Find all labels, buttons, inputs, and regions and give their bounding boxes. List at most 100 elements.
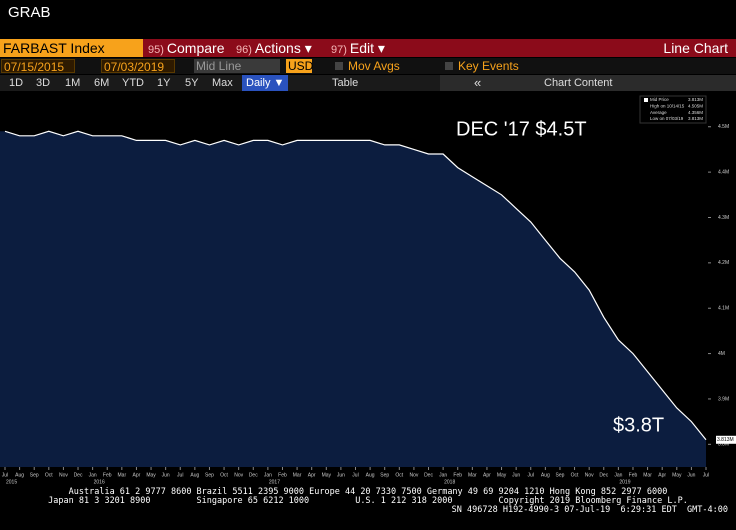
legend-value: 4.356M	[688, 110, 703, 115]
x-tick-label: Jun	[687, 472, 695, 478]
x-tick-label: Dec	[424, 472, 433, 478]
x-tick-label: Dec	[74, 472, 83, 478]
mov-avgs[interactable]: Mov Avgs	[348, 59, 400, 73]
legend-box	[639, 95, 707, 124]
x-tick-label: Jul	[2, 472, 8, 478]
annotation: DEC '17 $4.5T	[456, 118, 587, 140]
x-tick-label: May	[497, 472, 507, 478]
footer-line: Australia 61 2 9777 8600 Brazil 5511 239…	[68, 487, 668, 497]
frequency[interactable]: Daily ▼	[242, 75, 289, 91]
footer-line: Japan 81 3 3201 8900 Singapore 65 6212 1…	[48, 496, 688, 506]
y-tick-label: 3.9M	[718, 396, 729, 402]
range-button[interactable]: 1M	[65, 77, 81, 89]
x-tick-label: May	[672, 472, 682, 478]
chart: 3.8M 3.9M 4M 4.1M 4.2M 4.3M 4.4M 4.5M 3.813M Jul A…	[0, 95, 736, 484]
x-tick-label: Jun	[162, 472, 170, 478]
menu-item[interactable]: 95) Compare	[148, 39, 225, 57]
x-tick-label: Jan	[89, 472, 97, 478]
menu-label: Actions ▾	[254, 40, 312, 56]
x-tick-label: Aug	[15, 472, 24, 478]
x-tick-label: Aug	[190, 472, 199, 478]
collapse-button[interactable]: «	[474, 75, 482, 90]
security-field[interactable]: FARBAST Index	[0, 39, 143, 57]
line-type[interactable]: Mid Line	[194, 59, 280, 73]
year-label: 2017	[269, 479, 280, 484]
range-button[interactable]: 1D	[9, 77, 24, 89]
x-tick-label: Feb	[103, 472, 112, 478]
x-tick-label: Sep	[556, 472, 565, 478]
y-tick-label: 4.1M	[718, 306, 729, 312]
line	[4, 130, 707, 441]
legend-label: Average	[650, 110, 667, 115]
range-button[interactable]: YTD	[122, 77, 144, 89]
legend-value: 3.813M	[688, 116, 703, 121]
range-button[interactable]: 1Y	[157, 77, 171, 89]
year-label: 2016	[94, 479, 105, 484]
range-button[interactable]: 6M	[94, 77, 110, 89]
legend-label: Low on 07/03/19	[650, 116, 684, 121]
function-bar	[0, 39, 736, 57]
y-tick-label: 4.2M	[718, 260, 729, 266]
currency[interactable]: USD	[286, 59, 314, 73]
y-tick-label: 4.5M	[718, 124, 729, 130]
menu-key: 95)	[148, 44, 164, 56]
menu-label: Edit ▾	[349, 40, 385, 56]
checkbox[interactable]	[335, 62, 343, 70]
legend-value: 3.813M	[688, 97, 703, 102]
legend-value: 4.505M	[688, 103, 703, 108]
range-button[interactable]: 5Y	[185, 77, 199, 89]
legend-label: Mid Price	[650, 97, 669, 102]
menu-item[interactable]: 96) Actions ▾	[236, 39, 312, 57]
chart-content-bar	[440, 75, 736, 91]
start-date[interactable]: 07/15/2015	[1, 59, 75, 74]
x-tick-label: Jul	[528, 472, 534, 478]
x-tick-label: Jan	[614, 472, 622, 478]
menu-key: 97)	[331, 44, 347, 56]
window-title: GRAB	[8, 4, 51, 21]
x-tick-label: Dec	[249, 472, 258, 478]
area	[0, 131, 706, 468]
x-tick-label: Nov	[585, 472, 594, 478]
year-label: 2018	[444, 479, 455, 484]
key-events[interactable]: Key Events	[458, 59, 519, 73]
chart-content-button[interactable]: Chart Content	[544, 77, 613, 89]
x-tick-label: Nov	[409, 472, 418, 478]
menu-label: Compare	[166, 40, 225, 56]
year-label: 2019	[619, 479, 630, 484]
range-button[interactable]: Max	[212, 77, 233, 89]
x-tick-label: Nov	[234, 472, 243, 478]
x-tick-label: May	[322, 472, 332, 478]
legend-swatch	[644, 98, 648, 102]
x-tick-label: Mar	[293, 472, 302, 478]
x-tick-label: Sep	[205, 472, 214, 478]
x-tick-label: Mar	[468, 472, 477, 478]
y-tick-label: 4.3M	[718, 215, 729, 221]
last-price-box	[716, 435, 736, 444]
year-label: 2015	[6, 479, 17, 484]
y-tick-label: 3.8M	[718, 442, 729, 448]
x-tick-label: Aug	[366, 472, 375, 478]
y-tick-label: 4.4M	[718, 169, 729, 175]
x-tick-label: Feb	[278, 472, 287, 478]
last-price-label: 3.813M	[717, 437, 734, 443]
x-tick-label: Mar	[118, 472, 127, 478]
x-tick-label: Apr	[308, 472, 316, 478]
table-button[interactable]: Table	[332, 77, 359, 89]
x-tick-label: Dec	[599, 472, 608, 478]
x-tick-label: Oct	[45, 472, 53, 478]
x-tick-label: Jul	[703, 472, 709, 478]
x-tick-label: Mar	[643, 472, 652, 478]
x-tick-label: Jan	[439, 472, 447, 478]
x-tick-label: Feb	[629, 472, 638, 478]
checkbox[interactable]	[445, 62, 453, 70]
range-button[interactable]: 3D	[36, 77, 51, 89]
x-tick-label: Jul	[352, 472, 358, 478]
x-tick-label: Jan	[264, 472, 272, 478]
settings-bar	[0, 58, 736, 74]
x-tick-label: Jun	[512, 472, 520, 478]
end-date[interactable]: 07/03/2019	[101, 59, 175, 74]
x-tick-label: Oct	[571, 472, 579, 478]
menu-item[interactable]: 97) Edit ▾	[331, 39, 385, 57]
menu-key: 96)	[236, 44, 252, 56]
